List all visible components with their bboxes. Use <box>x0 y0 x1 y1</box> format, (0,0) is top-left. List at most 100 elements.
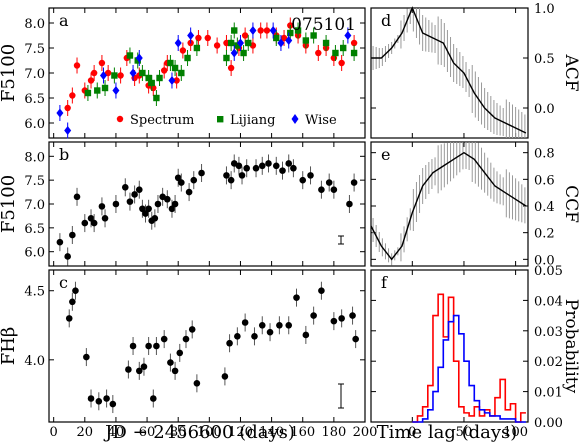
data-point <box>182 335 190 343</box>
data-point <box>87 215 95 222</box>
data-point <box>109 400 117 408</box>
data-point-wise <box>187 31 195 40</box>
data-point <box>160 335 168 343</box>
data-point-wise <box>99 71 107 80</box>
data-point-lijiang <box>231 27 238 34</box>
data-point <box>167 359 174 366</box>
data-point-lijiang <box>322 39 330 47</box>
data-point <box>178 179 185 186</box>
ytick-label-f: 0.02 <box>534 355 563 370</box>
ytick-label-b: 8.0 <box>24 150 45 165</box>
data-point-spectrum <box>160 67 168 74</box>
data-point <box>265 160 272 167</box>
xtick-label-c: 160 <box>290 425 315 440</box>
ytick-label-f: 0.01 <box>534 386 563 401</box>
data-point-wise <box>249 26 257 35</box>
data-point-spectrum <box>280 34 288 42</box>
data-point <box>131 191 138 198</box>
data-point-lijiang <box>287 29 294 37</box>
data-point-lijiang <box>134 57 141 64</box>
data-point <box>135 367 143 375</box>
data-point <box>258 162 266 170</box>
ytick-label-e: 0.6 <box>534 173 555 188</box>
data-point <box>149 395 157 402</box>
data-point <box>318 186 325 193</box>
data-point-wise <box>230 48 238 58</box>
xtick-label-c: 80 <box>170 425 187 440</box>
panel-c-frame <box>48 269 366 423</box>
legend-label-lijiang: Lijiang <box>230 113 275 128</box>
data-point-spectrum <box>338 59 345 67</box>
data-point-wise <box>236 38 244 48</box>
ytick-label-d: 0.5 <box>534 52 555 67</box>
data-point-lijiang <box>167 59 174 67</box>
figure-id: 075101 <box>291 15 356 35</box>
ytick-label-a: 8.0 <box>24 17 45 32</box>
ytick-label-c: 4.5 <box>24 285 45 300</box>
data-point-lijiang <box>171 64 179 72</box>
data-point <box>279 167 286 174</box>
ytick-label-e: 0.4 <box>534 200 555 215</box>
y-axis-label-e: CCF <box>561 185 581 223</box>
ytick-label-f: 0.05 <box>534 264 563 279</box>
ytick-label-e: 0.2 <box>534 227 555 242</box>
data-point <box>221 373 229 380</box>
data-point-spectrum <box>179 47 187 54</box>
data-point-wise <box>168 76 176 85</box>
xtick-label-f: 100 <box>503 425 528 440</box>
data-point-lijiang <box>184 54 191 62</box>
ytick-label-b: 6.0 <box>24 246 45 261</box>
xtick-label-c: 140 <box>259 425 284 440</box>
data-point <box>226 339 233 347</box>
data-point-spectrum <box>350 39 358 47</box>
panel-letter-b: b <box>59 145 69 164</box>
xtick-label-c: 100 <box>197 425 222 440</box>
data-point-spectrum <box>98 59 106 67</box>
data-point <box>174 174 182 182</box>
data-point-spectrum <box>104 69 112 77</box>
data-point <box>266 328 274 336</box>
data-point <box>285 321 293 329</box>
data-point <box>135 186 143 193</box>
panel-letter-e: e <box>381 145 390 164</box>
data-point <box>310 312 317 319</box>
panel-letter-d: d <box>381 11 391 30</box>
ytick-label-d: 0.0 <box>534 102 555 117</box>
data-point-lijiang <box>294 27 302 34</box>
data-point <box>171 367 179 375</box>
data-point <box>235 162 243 170</box>
legend-marker-lijiang <box>217 116 224 123</box>
xtick-label-c: 0 <box>50 425 58 440</box>
data-point-lijiang <box>148 79 155 87</box>
data-point-lijiang <box>234 42 241 49</box>
legend-marker-spectrum <box>116 115 124 123</box>
data-point-wise <box>277 38 285 48</box>
data-point <box>171 200 179 208</box>
data-point <box>151 215 159 222</box>
y-axis-label-d: ACF <box>561 53 581 91</box>
data-point-lijiang <box>273 34 280 42</box>
ytick-label-d: 1.0 <box>534 2 555 17</box>
data-point-lijiang <box>101 84 109 92</box>
data-point <box>290 164 297 172</box>
data-point-lijiang <box>340 44 347 52</box>
ytick-label-a: 6.0 <box>24 117 45 132</box>
ytick-label-a: 7.5 <box>24 42 45 57</box>
data-point-wise <box>174 38 182 48</box>
xtick-label-c: 60 <box>139 425 156 440</box>
data-point <box>126 198 134 205</box>
panel-letter-f: f <box>381 273 388 292</box>
data-point <box>198 169 205 177</box>
data-point <box>145 342 152 350</box>
data-point <box>223 172 230 179</box>
data-point <box>307 172 314 179</box>
correlation-line-acf <box>371 6 527 134</box>
data-point-wise <box>56 108 64 118</box>
data-point <box>153 342 160 350</box>
data-point-lijiang <box>139 69 146 77</box>
histogram-red <box>412 293 526 423</box>
data-point <box>168 205 176 213</box>
data-point-lijiang <box>145 74 152 82</box>
ytick-label-b: 7.0 <box>24 198 45 213</box>
data-point <box>293 294 300 301</box>
